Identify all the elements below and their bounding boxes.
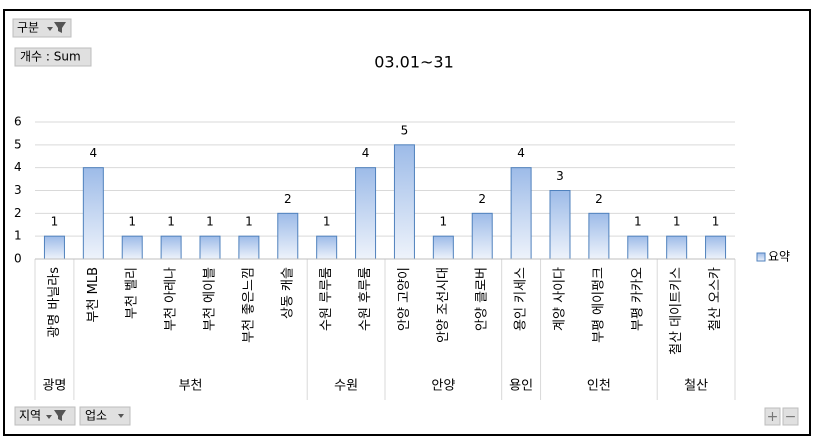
group-label: 철산	[684, 379, 708, 394]
data-label: 5	[401, 123, 409, 137]
filter-icon	[46, 410, 66, 421]
bar	[238, 235, 260, 260]
chart-title: 03.01~31	[374, 53, 454, 72]
x-tick-label: 부천 벨리	[125, 267, 140, 319]
bar	[666, 235, 688, 260]
row-button-label[interactable]: 업소	[85, 409, 107, 423]
dropdown-icon	[118, 414, 124, 418]
data-label: 1	[673, 215, 681, 229]
x-tick-label: 철산 오스카	[708, 267, 723, 331]
x-tick-label: 안양 클로버	[475, 267, 490, 331]
data-label: 1	[712, 215, 720, 229]
y-tick-label: 0	[14, 252, 22, 266]
bar	[432, 235, 454, 260]
bar	[277, 212, 299, 260]
bar	[316, 235, 338, 260]
x-tick-label: 철산 데이트키스	[669, 267, 684, 355]
data-label: 2	[284, 192, 292, 206]
x-tick-label: 부천 좋은느낌	[241, 267, 256, 343]
bar	[199, 235, 221, 260]
data-label: 1	[51, 215, 59, 229]
group-label: 수원	[334, 379, 358, 394]
bar	[705, 235, 727, 260]
row-button-label[interactable]: 지역	[19, 409, 41, 423]
zoom-out-button[interactable]	[782, 407, 799, 426]
data-label: 2	[595, 192, 603, 206]
data-label: 4	[90, 146, 98, 160]
bar	[121, 235, 143, 260]
y-tick-label: 5	[14, 137, 22, 151]
x-tick-label: 부평 카카오	[630, 267, 645, 331]
data-label: 1	[440, 215, 448, 229]
x-tick-label: 수원 후루룸	[358, 267, 373, 331]
value-button[interactable]	[14, 47, 92, 67]
x-tick-label: 용인 키세스	[514, 267, 529, 331]
bar	[393, 144, 415, 260]
zoom-in-label[interactable]: +	[767, 409, 779, 425]
value-button-label[interactable]: 개수 : Sum	[20, 50, 81, 64]
bar	[43, 235, 65, 260]
bar	[510, 167, 532, 260]
y-tick-label: 6	[14, 115, 22, 129]
legend-label: 요약	[768, 249, 790, 264]
data-label: 1	[245, 215, 253, 229]
group-label: 인천	[587, 379, 611, 394]
bar	[355, 167, 377, 260]
bar	[627, 235, 649, 260]
group-label: 광명	[42, 379, 66, 394]
data-label: 2	[478, 192, 486, 206]
x-tick-label: 안양 조선시대	[436, 267, 451, 343]
y-tick-label: 3	[14, 183, 22, 197]
x-tick-label: 부평 에이펑크	[591, 267, 606, 343]
x-tick-label: 부천 MLB	[86, 267, 101, 322]
x-tick-label: 부천 아레나	[164, 267, 179, 331]
x-tick-label: 상동 캐슬	[280, 267, 295, 319]
x-tick-label: 부천 에이블	[203, 267, 218, 331]
data-label: 1	[323, 215, 331, 229]
bar	[588, 212, 610, 260]
x-tick-label: 수원 루루룸	[319, 267, 334, 331]
group-label: 부천	[179, 379, 203, 394]
y-tick-label: 4	[14, 160, 22, 174]
filter-button-label[interactable]: 구분	[17, 21, 39, 35]
bar	[549, 190, 571, 260]
x-tick-label: 안양 고양이	[397, 267, 412, 331]
data-label: 1	[206, 215, 214, 229]
bar	[82, 167, 104, 260]
data-label: 1	[167, 215, 175, 229]
group-label: 용인	[509, 379, 533, 394]
y-tick-label: 2	[14, 206, 22, 220]
x-tick-label: 계양 사이다	[553, 267, 568, 331]
zoom-out-label[interactable]: −	[785, 409, 797, 425]
filter-icon	[47, 22, 66, 33]
data-label: 4	[362, 146, 370, 160]
zoom-in-button[interactable]	[764, 407, 781, 426]
legend-swatch	[756, 252, 766, 262]
bar	[471, 212, 493, 260]
group-label: 안양	[431, 379, 455, 394]
data-label: 3	[556, 169, 564, 183]
data-label: 1	[634, 215, 642, 229]
y-tick-label: 1	[14, 229, 22, 243]
bar	[160, 235, 182, 260]
x-tick-label: 광명 바닐라s	[47, 267, 62, 338]
data-label: 1	[128, 215, 136, 229]
data-label: 4	[517, 146, 525, 160]
row-button[interactable]	[79, 406, 131, 426]
